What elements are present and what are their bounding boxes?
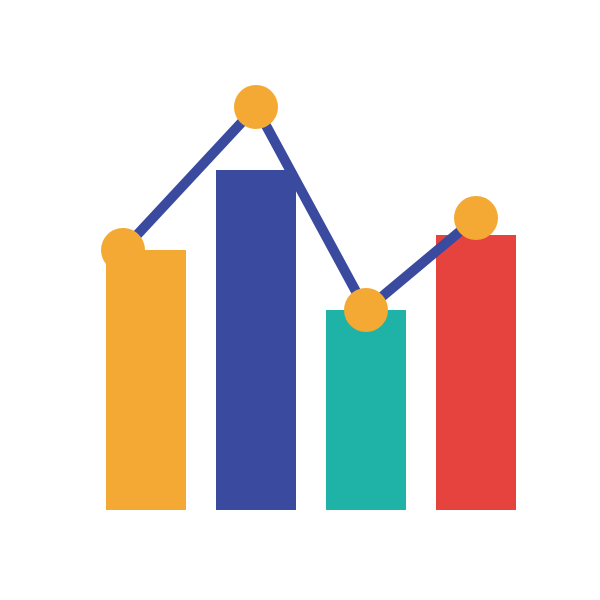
marker-3	[344, 288, 388, 332]
bar-2	[216, 170, 296, 510]
marker-4	[454, 196, 498, 240]
marker-1	[101, 228, 145, 272]
marker-2	[234, 85, 278, 129]
bar-1	[106, 250, 186, 510]
chart-svg	[0, 0, 600, 600]
bar-3	[326, 310, 406, 510]
bar-4	[436, 235, 516, 510]
bar-line-chart	[0, 0, 600, 600]
